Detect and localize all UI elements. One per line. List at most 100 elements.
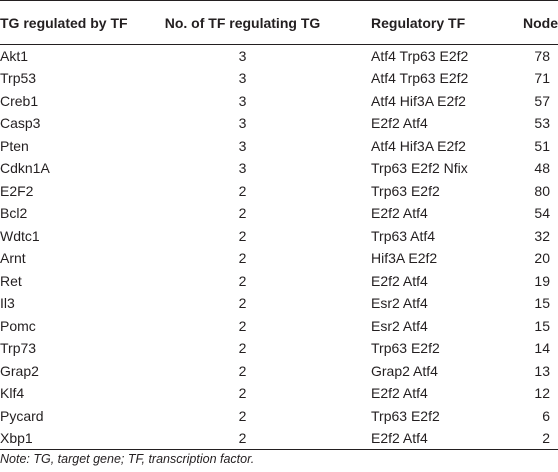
tf-count-cell: 2 [238, 340, 247, 357]
node-cell: 71 [534, 70, 550, 87]
node-cell: 19 [534, 272, 550, 289]
gene-cell: Arnt [0, 250, 26, 267]
tf-count-cell: 3 [238, 115, 247, 132]
table-row: Pycard 2 Trp63 E2f2 6 [0, 405, 558, 428]
gene-cell: Trp73 [0, 340, 37, 357]
gene-cell: Wdtc1 [0, 227, 40, 244]
regulatory-tf-cell: Atf4 Hif3A E2f2 [371, 137, 466, 154]
tf-count-cell: 3 [238, 160, 247, 177]
table-row: Trp53 3 Atf4 Trp63 E2f2 71 [0, 67, 558, 90]
tf-count-cell: 2 [238, 250, 247, 267]
node-cell: 15 [534, 295, 550, 312]
gene-cell: Bcl2 [0, 205, 28, 222]
gene-cell: Pten [0, 137, 29, 154]
gene-cell: Pomc [0, 317, 36, 334]
gene-cell: Trp53 [0, 70, 37, 87]
tf-count-cell: 3 [238, 92, 247, 109]
gene-cell: Klf4 [0, 385, 25, 402]
tf-count-cell: 3 [238, 70, 247, 87]
tf-count-cell: 3 [238, 48, 247, 64]
node-cell: 20 [534, 250, 550, 267]
table-row: Grap2 2 Grap2 Atf4 13 [0, 360, 558, 383]
table-row: Bcl2 2 E2f2 Atf4 54 [0, 202, 558, 225]
regulatory-tf-cell: Trp63 E2f2 [371, 340, 440, 357]
regulatory-tf-cell: Hif3A E2f2 [371, 250, 438, 267]
gene-cell: Il3 [0, 295, 15, 312]
table-row: Trp73 2 Trp63 E2f2 14 [0, 337, 558, 360]
node-cell: 13 [534, 362, 550, 379]
tf-count-cell: 2 [238, 295, 247, 312]
tf-count-cell: 2 [238, 317, 247, 334]
tf-count-cell: 2 [238, 362, 247, 379]
node-cell: 6 [542, 407, 550, 424]
table-row: Arnt 2 Hif3A E2f2 20 [0, 247, 558, 270]
gene-cell: Ret [0, 272, 22, 289]
gene-cell: Cdkn1A [0, 160, 50, 177]
node-cell: 48 [534, 160, 550, 177]
table-row: Akt1 3 Atf4 Trp63 E2f2 78 [0, 45, 558, 68]
node-cell: 2 [510, 427, 558, 450]
node-cell: 53 [534, 115, 550, 132]
regulatory-tf-cell: Atf4 Trp63 E2f2 [371, 48, 469, 64]
node-cell: 32 [534, 227, 550, 244]
table-row: Xbp1 2 E2f2 Atf4 2 [0, 427, 558, 450]
gene-cell: Xbp1 [0, 427, 120, 450]
regulatory-tf-cell: E2f2 Atf4 [371, 385, 428, 402]
table-row: Casp3 3 E2f2 Atf4 53 [0, 112, 558, 135]
tf-count-cell: 2 [120, 427, 365, 450]
table-note: Note: TG, target gene; TF, transcription… [0, 452, 255, 466]
gene-cell: Creb1 [0, 92, 39, 109]
regulatory-tf-cell: Trp63 E2f2 [371, 182, 440, 199]
regulatory-tf-cell: E2f2 Atf4 [371, 205, 428, 222]
tf-count-cell: 3 [238, 137, 247, 154]
table-row: Ret 2 E2f2 Atf4 19 [0, 270, 558, 293]
header-row: TG regulated by TF No. of TF regulating … [0, 0, 558, 45]
regulatory-tf-cell: E2f2 Atf4 [371, 115, 428, 132]
regulatory-tf-cell: Grap2 Atf4 [371, 362, 438, 379]
regulatory-tf-cell: E2f2 Atf4 [365, 427, 510, 450]
gene-cell: Casp3 [0, 115, 41, 132]
table-row: Wdtc1 2 Trp63 Atf4 32 [0, 225, 558, 248]
regulatory-tf-cell: Trp63 Atf4 [371, 227, 436, 244]
tg-tf-table: TG regulated by TF No. of TF regulating … [0, 0, 558, 450]
table-row: Pten 3 Atf4 Hif3A E2f2 51 [0, 135, 558, 158]
table-header: TG regulated by TF No. of TF regulating … [0, 0, 558, 45]
table-row: Pomc 2 Esr2 Atf4 15 [0, 315, 558, 338]
node-cell: 51 [534, 137, 550, 154]
regulatory-tf-cell: Esr2 Atf4 [371, 317, 428, 334]
regulatory-tf-cell: Trp63 E2f2 Nfix [371, 160, 468, 177]
regulatory-tf-cell: E2f2 Atf4 [371, 272, 428, 289]
gene-cell: E2F2 [0, 182, 34, 199]
table-row: Cdkn1A 3 Trp63 E2f2 Nfix 48 [0, 157, 558, 180]
gene-cell: Grap2 [0, 362, 39, 379]
header-no-of-tf: No. of TF regulating TG [120, 0, 365, 45]
node-cell: 78 [534, 48, 550, 64]
node-cell: 14 [534, 340, 550, 357]
header-tg-regulated-by-tf: TG regulated by TF [0, 0, 128, 45]
tf-count-cell: 2 [238, 182, 247, 199]
regulatory-tf-cell: Atf4 Trp63 E2f2 [371, 70, 469, 87]
table-row: E2F2 2 Trp63 E2f2 80 [0, 180, 558, 203]
regulatory-tf-cell: Esr2 Atf4 [371, 295, 428, 312]
node-cell: 12 [534, 385, 550, 402]
gene-cell: Pycard [0, 407, 44, 424]
node-cell: 80 [534, 182, 550, 199]
header-node: Node [510, 0, 558, 45]
tf-count-cell: 2 [238, 407, 247, 424]
regulatory-tf-cell: Atf4 Hif3A E2f2 [371, 92, 466, 109]
node-cell: 15 [534, 317, 550, 334]
header-regulatory-tf: Regulatory TF [365, 0, 510, 45]
tf-count-cell: 2 [238, 272, 247, 289]
regulatory-tf-cell: Trp63 E2f2 [371, 407, 440, 424]
node-cell: 57 [534, 92, 550, 109]
node-cell: 54 [534, 205, 550, 222]
tf-count-cell: 2 [238, 205, 247, 222]
tf-count-cell: 2 [238, 227, 247, 244]
table-row: Il3 2 Esr2 Atf4 15 [0, 292, 558, 315]
table-row: Creb1 3 Atf4 Hif3A E2f2 57 [0, 90, 558, 113]
tf-count-cell: 2 [238, 385, 247, 402]
table-body: Akt1 3 Atf4 Trp63 E2f2 78 Trp53 3 Atf4 Trp63 E… [0, 45, 558, 450]
table-row: Klf4 2 E2f2 Atf4 12 [0, 382, 558, 405]
gene-cell: Akt1 [0, 48, 29, 64]
